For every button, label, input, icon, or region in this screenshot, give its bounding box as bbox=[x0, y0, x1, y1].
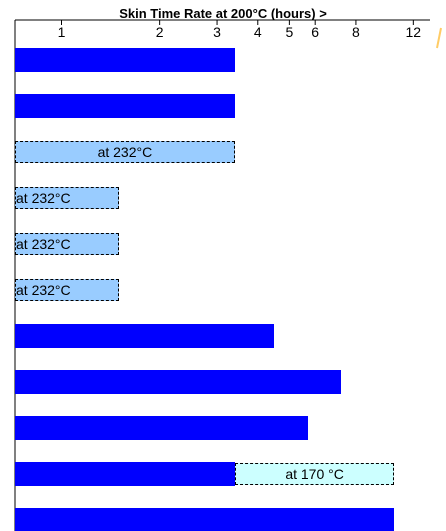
bar-extension bbox=[15, 141, 235, 163]
bar bbox=[15, 508, 395, 531]
bar bbox=[15, 324, 275, 348]
bar-label: at 232°C bbox=[16, 190, 71, 206]
x-tick-label: 5 bbox=[285, 24, 294, 40]
bar-extension bbox=[15, 233, 119, 255]
bar bbox=[15, 462, 235, 486]
bar-extension bbox=[15, 187, 119, 209]
bar-label: at 232°C bbox=[16, 236, 71, 252]
x-tick-label: 6 bbox=[311, 24, 320, 40]
x-tick-label: 2 bbox=[155, 24, 164, 40]
bar bbox=[15, 48, 235, 72]
bar-label: at 232°C bbox=[16, 282, 71, 298]
x-tick-label: 4 bbox=[253, 24, 262, 40]
bar-label: at 170 °C bbox=[285, 466, 344, 482]
x-tick-label: 12 bbox=[405, 24, 422, 40]
bar bbox=[15, 94, 235, 118]
accent-mark bbox=[436, 27, 442, 49]
chart-title: Skin Time Rate at 200°C (hours) > bbox=[119, 6, 327, 21]
bar bbox=[15, 370, 341, 394]
bar bbox=[15, 416, 308, 440]
x-tick-label: 3 bbox=[213, 24, 221, 40]
bar-extension bbox=[234, 463, 395, 485]
x-tick-label: 8 bbox=[352, 24, 360, 40]
bar-label: at 232°C bbox=[97, 144, 153, 160]
bar-extension bbox=[15, 279, 119, 301]
x-tick-label: 1 bbox=[57, 24, 66, 40]
